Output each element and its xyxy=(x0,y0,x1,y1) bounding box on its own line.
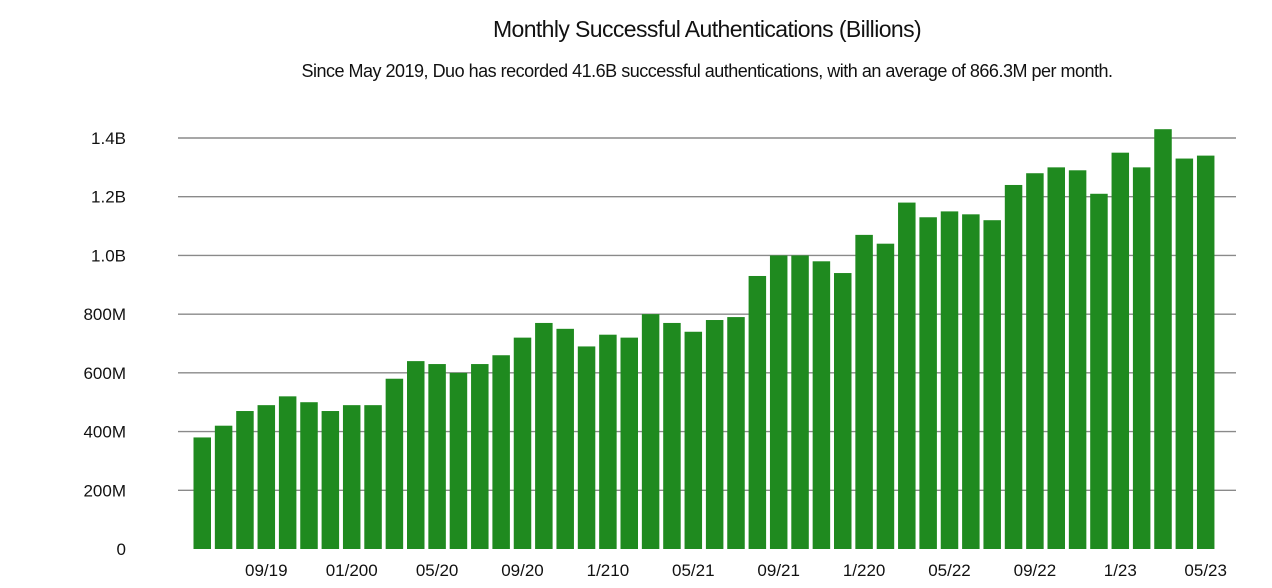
chart-title: Monthly Successful Authentications (Bill… xyxy=(492,16,922,42)
bar xyxy=(278,396,297,549)
bar xyxy=(1175,158,1194,550)
bar xyxy=(812,261,831,549)
x-tick-label: 1/210 xyxy=(587,561,630,580)
bar xyxy=(876,243,895,549)
bar xyxy=(983,220,1001,549)
x-tick-label: 09/19 xyxy=(245,561,288,580)
bar xyxy=(577,346,596,549)
bar xyxy=(705,320,724,549)
bar xyxy=(834,273,852,549)
y-tick-label: 1.4B xyxy=(91,129,126,148)
y-tick-label: 200M xyxy=(83,481,126,500)
bar xyxy=(428,364,446,549)
bar xyxy=(1154,129,1172,549)
bar xyxy=(407,361,425,549)
x-tick-label: 1/23 xyxy=(1104,561,1137,580)
bar xyxy=(1047,167,1065,549)
bar xyxy=(855,234,873,549)
y-tick-label: 400M xyxy=(83,423,126,442)
bar xyxy=(684,331,703,549)
bar xyxy=(748,275,767,549)
bar xyxy=(556,328,574,549)
x-tick-label: 1/220 xyxy=(843,561,886,580)
bar xyxy=(513,337,532,549)
x-tick-label: 05/21 xyxy=(672,561,715,580)
bar xyxy=(1004,184,1023,549)
x-tick-label: 05/23 xyxy=(1184,561,1227,580)
bar xyxy=(471,364,489,549)
x-tick-label: 01/200 xyxy=(326,561,378,580)
bar xyxy=(300,402,318,549)
bars xyxy=(193,129,1215,550)
y-tick-label: 0 xyxy=(117,540,126,559)
y-tick-label: 800M xyxy=(83,305,126,324)
y-axis-ticks: 0 200M 400M 600M 800M 1.0B 1.2B 1.4B xyxy=(83,129,126,559)
bar xyxy=(919,217,937,549)
bar xyxy=(321,411,340,549)
x-axis-ticks: 09/19 01/200 05/20 09/20 1/210 05/21 09/21 1/22… xyxy=(245,561,1227,580)
bar xyxy=(1090,193,1108,549)
bar xyxy=(342,405,361,549)
y-tick-label: 1.0B xyxy=(91,246,126,265)
bar xyxy=(449,372,468,549)
x-tick-label: 09/20 xyxy=(501,561,544,580)
bar xyxy=(1026,173,1044,549)
bar xyxy=(193,437,211,549)
x-tick-label: 09/22 xyxy=(1014,561,1057,580)
bar xyxy=(535,322,553,549)
bar xyxy=(385,378,404,549)
bar xyxy=(492,355,510,549)
bar xyxy=(769,255,788,549)
bar xyxy=(257,405,276,549)
x-tick-label: 05/20 xyxy=(416,561,459,580)
bar xyxy=(1196,155,1215,549)
bar xyxy=(214,425,233,549)
bar xyxy=(727,317,745,549)
y-tick-label: 600M xyxy=(83,364,126,383)
bar xyxy=(962,214,980,550)
bar xyxy=(1111,152,1130,549)
x-tick-label: 09/21 xyxy=(757,561,800,580)
bar xyxy=(663,322,681,549)
bar xyxy=(364,405,382,549)
bar xyxy=(1068,170,1087,550)
bar xyxy=(791,255,809,549)
x-tick-label: 05/22 xyxy=(928,561,971,580)
bar xyxy=(236,411,254,549)
chart-subtitle: Since May 2019, Duo has recorded 41.6B s… xyxy=(301,61,1113,81)
bar xyxy=(940,211,959,549)
bar xyxy=(599,334,617,549)
y-tick-label: 1.2B xyxy=(91,188,126,207)
bar xyxy=(620,337,638,549)
bar xyxy=(641,314,660,549)
bar xyxy=(898,202,916,550)
bar xyxy=(1132,167,1151,549)
